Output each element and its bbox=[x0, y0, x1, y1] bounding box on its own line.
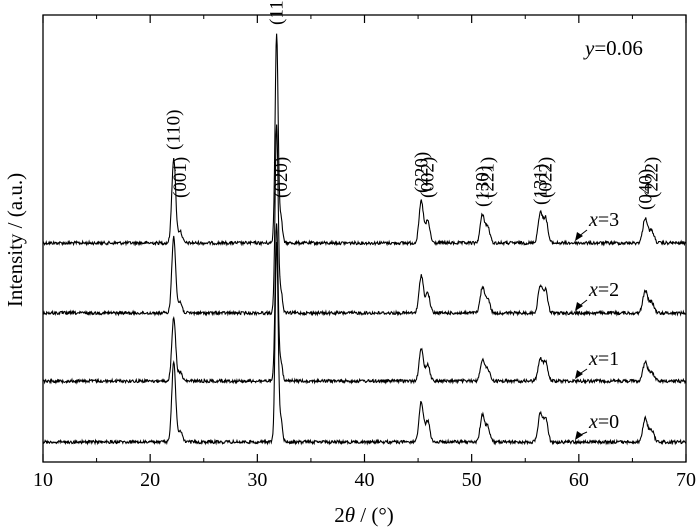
x-tick-label: 50 bbox=[462, 469, 482, 491]
peak-label: (221) bbox=[478, 157, 499, 198]
peak-label-layer: (110) (001) (111) (020) (220)(002) (130)(221)… bbox=[164, 0, 663, 210]
series-label-layer: x=3 x=2 x=1 x=0 bbox=[575, 209, 619, 440]
arrow-head-icon bbox=[575, 302, 583, 311]
peak-label: (130) bbox=[472, 166, 493, 207]
peak-label: (002) bbox=[418, 157, 439, 198]
x-tick-label: 70 bbox=[676, 469, 696, 491]
arrow-head-icon bbox=[575, 232, 583, 241]
peak-label: (131) bbox=[530, 164, 551, 205]
x-tick-label: 20 bbox=[140, 469, 160, 491]
peak-label: (111) bbox=[267, 0, 288, 25]
arrow-head-icon bbox=[575, 431, 583, 440]
series-line-3 bbox=[42, 33, 687, 247]
x-tick-label: 40 bbox=[355, 469, 375, 491]
series-line-1 bbox=[42, 223, 687, 385]
peak-label: (040) bbox=[635, 169, 656, 210]
arrow-head-icon bbox=[575, 370, 583, 379]
peak-label: (020) bbox=[271, 157, 292, 198]
series-layer bbox=[42, 33, 687, 446]
plot-frame bbox=[42, 14, 687, 463]
series-label: x=3 bbox=[588, 209, 619, 231]
series-label: x=2 bbox=[588, 279, 619, 301]
series-line-2 bbox=[42, 124, 687, 317]
peak-label: (222) bbox=[642, 157, 663, 198]
y-axis-title: Intensity / (a.u.) bbox=[3, 173, 27, 307]
peak-label: (001) bbox=[170, 157, 191, 198]
x-tick-label: 30 bbox=[247, 469, 267, 491]
tick-layer: 10 20 30 40 50 60 70 bbox=[33, 15, 696, 491]
peak-label: (110) bbox=[164, 110, 185, 150]
series-line-0 bbox=[42, 241, 687, 446]
x-axis-title: 2θ / (°) bbox=[334, 503, 394, 527]
corner-annotation: y=0.06 bbox=[583, 36, 643, 60]
series-label: x=0 bbox=[588, 411, 619, 433]
peak-label: (220) bbox=[411, 152, 432, 193]
peak-label: (022) bbox=[536, 157, 557, 198]
x-tick-label: 60 bbox=[569, 469, 589, 491]
x-tick-label: 10 bbox=[33, 469, 53, 491]
series-label: x=1 bbox=[588, 348, 619, 370]
